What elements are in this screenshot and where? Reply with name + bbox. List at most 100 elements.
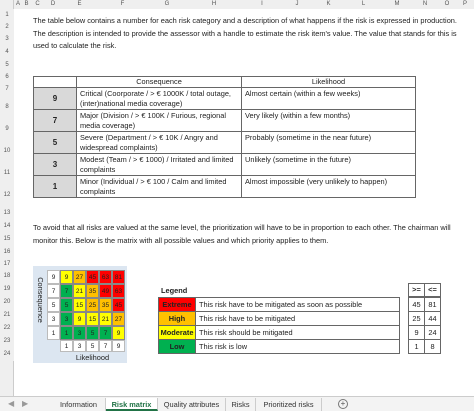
- matrix-row-header: 7: [47, 284, 60, 298]
- likelihood-text: Probably (sometime in the near future): [241, 131, 416, 154]
- matrix-cell: 63: [99, 270, 112, 284]
- matrix-cell: 3: [73, 326, 86, 340]
- row-header: 10: [0, 140, 14, 162]
- matrix-cell: 5: [86, 326, 99, 340]
- row-header: 11: [0, 162, 14, 184]
- row-header: 7: [0, 83, 14, 96]
- row-header: 24: [0, 348, 14, 361]
- note-text: To avoid that all risks are valued at th…: [33, 223, 451, 245]
- column-header: G: [148, 0, 186, 9]
- column-header: E: [62, 0, 97, 9]
- sheet-tab[interactable]: Quality attributes: [158, 398, 226, 411]
- intro-text: The table below contains a number for ea…: [33, 16, 457, 50]
- legend-description: This risk should be mitigated: [195, 325, 400, 340]
- matrix-y-label: Consequence: [36, 277, 45, 323]
- column-header: B: [22, 0, 31, 9]
- matrix-cell: 7: [99, 326, 112, 340]
- legend-min: 9: [408, 325, 425, 340]
- row-header: 9: [0, 118, 14, 140]
- consequence-text: Critical (Coorporate / > € 1000K / total…: [76, 87, 242, 110]
- matrix-row-header: 9: [47, 270, 60, 284]
- column-header: N: [412, 0, 438, 9]
- row-header: 14: [0, 220, 14, 233]
- column-header: D: [44, 0, 62, 9]
- legend-level: High: [158, 311, 196, 326]
- row-header: 22: [0, 322, 14, 335]
- consequence-text: Major (Division / > € 100K / Furious, re…: [76, 109, 242, 132]
- column-header: J: [282, 0, 312, 9]
- matrix-cell: 45: [86, 270, 99, 284]
- likelihood-text: Almost impossible (very unlikely to happ…: [241, 175, 416, 198]
- legend-min: 25: [408, 311, 425, 326]
- row-header: 2: [0, 21, 14, 33]
- legend-max: 8: [424, 339, 441, 354]
- matrix-cell: 9: [73, 312, 86, 326]
- matrix-cell: 15: [73, 298, 86, 312]
- legend-level: Extreme: [158, 297, 196, 312]
- row-header: 13: [0, 207, 14, 220]
- row-header: 5: [0, 59, 14, 71]
- matrix-cell: 3: [60, 312, 73, 326]
- row-header: 20: [0, 296, 14, 309]
- risk-value: 5: [33, 131, 77, 154]
- column-header: C: [31, 0, 44, 9]
- legend-header: >=: [408, 283, 425, 297]
- row-header: 17: [0, 258, 14, 270]
- row-header: 8: [0, 96, 14, 118]
- row-header: 23: [0, 335, 14, 348]
- matrix-cell: 7: [60, 284, 73, 298]
- column-header: M: [382, 0, 412, 9]
- column-header: K: [312, 0, 345, 9]
- tab-nav-right[interactable]: ▶: [22, 399, 29, 408]
- consequence-text: Modest (Team / > € 1000) / Irritated and…: [76, 153, 242, 176]
- legend-level: Moderate: [158, 325, 196, 340]
- matrix-row-header: 3: [47, 312, 60, 326]
- row-header: 15: [0, 233, 14, 246]
- sheet-tab[interactable]: Risks: [226, 398, 256, 411]
- row-header: 19: [0, 283, 14, 296]
- matrix-col-header: 3: [73, 340, 86, 352]
- row-header: 12: [0, 184, 14, 207]
- legend-description: This risk have to be mitigated as soon a…: [195, 297, 400, 312]
- legend-description: This risk is low: [195, 339, 400, 354]
- matrix-cell: 27: [73, 270, 86, 284]
- matrix-col-header: 5: [86, 340, 99, 352]
- matrix-cell: 35: [99, 298, 112, 312]
- row-header: 18: [0, 270, 14, 283]
- matrix-cell: 25: [86, 298, 99, 312]
- legend-max: 24: [424, 325, 441, 340]
- legend-min: 45: [408, 297, 425, 312]
- legend-max: 44: [424, 311, 441, 326]
- column-header: P: [456, 0, 474, 9]
- matrix-cell: 81: [112, 270, 125, 284]
- likelihood-text: Unlikely (sometime in the future): [241, 153, 416, 176]
- likelihood-text: Almost certain (within a few weeks): [241, 87, 416, 110]
- matrix-cell: 1: [60, 326, 73, 340]
- matrix-cell: 15: [86, 312, 99, 326]
- add-sheet-button[interactable]: +: [338, 399, 348, 409]
- matrix-cell: 27: [112, 312, 125, 326]
- consequence-text: Minor (Individual / > € 100 / Calm and l…: [76, 175, 242, 198]
- row-header: 4: [0, 46, 14, 59]
- row-header: 6: [0, 71, 14, 83]
- row-header: 3: [0, 33, 14, 46]
- sheet-tab[interactable]: Prioritized risks: [256, 398, 322, 411]
- legend-description: This risk have to be mitigated: [195, 311, 400, 326]
- legend-title: Legend: [161, 286, 188, 295]
- risk-value: 9: [33, 87, 77, 110]
- row-header: 21: [0, 309, 14, 322]
- risk-value: 7: [33, 109, 77, 132]
- risk-value: 1: [33, 175, 77, 198]
- sheet-tab[interactable]: Information: [52, 398, 106, 411]
- matrix-col-header: 9: [112, 340, 125, 352]
- tab-nav-left[interactable]: ◀: [8, 399, 15, 408]
- column-header: F: [97, 0, 148, 9]
- column-header: O: [438, 0, 456, 9]
- risk-value: 3: [33, 153, 77, 176]
- column-header: A: [14, 0, 22, 9]
- legend-max: 81: [424, 297, 441, 312]
- matrix-cell: 5: [60, 298, 73, 312]
- sheet-tab[interactable]: Risk matrix: [106, 398, 158, 411]
- matrix-x-label: Likelihood: [75, 353, 110, 362]
